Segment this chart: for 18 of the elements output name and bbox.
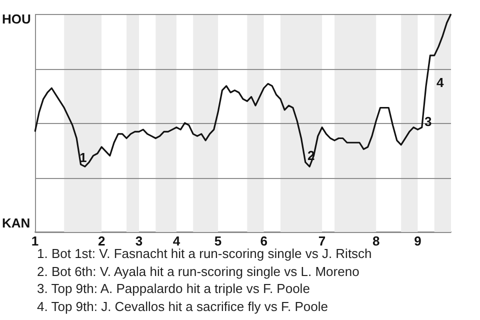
ref-line-label: HOU bbox=[2, 12, 31, 27]
annotation: 1 bbox=[80, 150, 87, 164]
text: 2. Bot 6th: V. Ayala hit a run-scoring single vs L. Moreno bbox=[37, 262, 360, 280]
annotation: 4 bbox=[436, 74, 444, 90]
x-tick-label: 8 bbox=[372, 233, 380, 248]
text: 3. Top 9th: A. Pappalardo hit a triple vs F. Poole bbox=[37, 280, 311, 298]
x-tick-label: 4 bbox=[172, 233, 181, 248]
text: 1. Bot 1st: V. Fasnacht hit a run-scoring single vs J. Ritsch bbox=[37, 246, 372, 263]
x-tick-label: 5 bbox=[214, 233, 222, 248]
text: 4. Top 9th: J. Cevallos hit a sacrifice fly vs F. Poole bbox=[37, 298, 329, 316]
x-tick-label: 1 bbox=[31, 233, 39, 248]
x-tick-label: 7 bbox=[318, 233, 326, 248]
x-tick-label: 6 bbox=[260, 233, 268, 248]
x-tick-label: 9 bbox=[414, 233, 422, 248]
annotation: 3 bbox=[424, 114, 432, 128]
x-tick-label: 2 bbox=[98, 233, 106, 248]
ref-line-label: KAN bbox=[2, 216, 30, 231]
x-tick-label: 3 bbox=[135, 233, 143, 248]
